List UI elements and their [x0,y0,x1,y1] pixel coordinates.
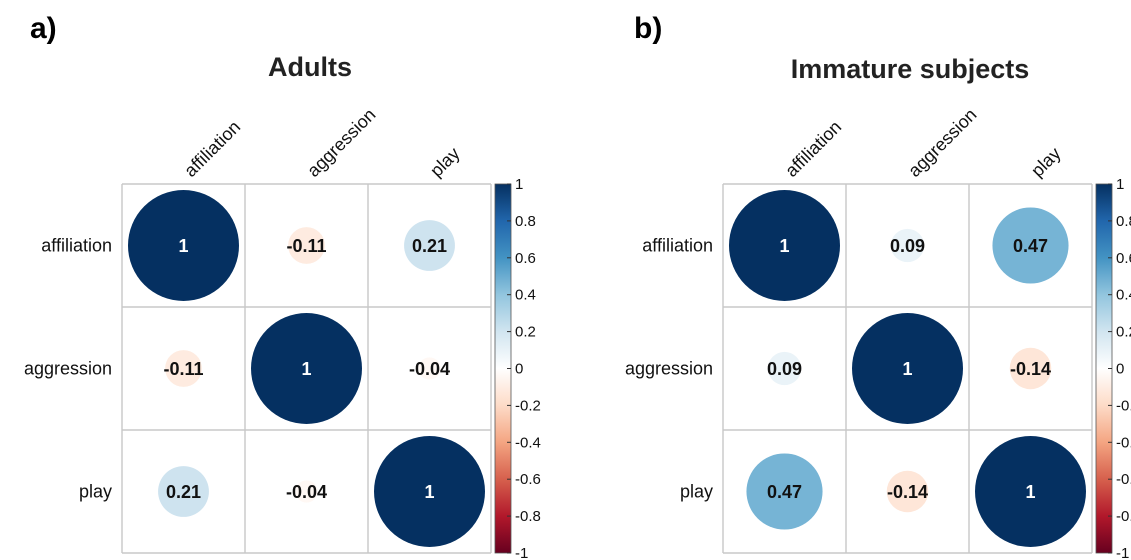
colorbar-tick-label: 0.4 [515,287,536,304]
colorbar-tick-label: 0.6 [1116,250,1131,267]
row-label: affiliation [642,236,713,256]
colorbar-tick-label: 0.6 [515,250,536,267]
corr-circle [128,190,239,301]
colorbar-tick-label: -0.6 [515,471,541,488]
corr-circle [404,220,455,271]
colorbar-tick-label: 0 [515,361,523,378]
column-label: play [1027,143,1064,180]
cell-value-label: 1 [779,236,789,256]
column-label: affiliation [180,117,244,181]
panel-immature: b) Immature subjects affiliation aggressi… [625,12,1131,560]
corr-circle [992,207,1069,284]
colorbar-tick-label: -1 [1116,545,1129,560]
colorbar-tick-label: -0.8 [515,508,541,525]
cell-value-label: -0.11 [163,359,203,379]
cell-value-label: -0.14 [887,482,928,502]
corr-circle [251,313,362,424]
corr-circle [418,357,441,380]
corr-circle [975,436,1086,547]
column-label: affiliation [781,117,845,181]
chart-title-immature: Immature subjects [791,54,1030,84]
column-label: aggression [904,104,980,180]
panel-label-b: b) [634,12,662,45]
column-label: play [426,143,463,180]
row-label: play [680,482,713,502]
row-label: aggression [24,359,112,379]
cell-value-label: 0.09 [890,236,925,256]
cell-value-label: -0.11 [286,236,326,256]
colorbar-tick-label: 1 [1116,176,1124,193]
cell-value-label: 0.47 [1013,236,1048,256]
colorbar-tick-label: -0.4 [1116,434,1131,451]
colorbar-tick-label: 0.2 [1116,324,1131,341]
cell-value-label: 0.47 [767,482,802,502]
colorbar-tick-label: -0.2 [1116,397,1131,414]
cell-value-label: 0.21 [166,482,201,502]
colorbar-tick-label: 0 [1116,361,1124,378]
row-label: aggression [625,359,713,379]
corr-circle [767,351,802,386]
colorbar-tick-label: 1 [515,176,523,193]
corr-circle [890,228,925,263]
colorbar-tick-label: -1 [515,545,528,560]
corr-circle [374,436,485,547]
corr-circle [886,470,929,513]
colorbar-tick-label: -0.8 [1116,508,1131,525]
colorbar-tick-label: -0.4 [515,434,541,451]
cell-value-label: 1 [424,482,434,502]
colorbar-tick-label: -0.6 [1116,471,1131,488]
cell-value-label: 1 [1025,482,1035,502]
corr-circle [746,453,823,530]
cell-value-label: -0.04 [409,359,450,379]
row-label: affiliation [41,236,112,256]
cell-value-label: 1 [902,359,912,379]
chart-title-adults: Adults [268,52,352,82]
cell-value-label: 0.21 [412,236,447,256]
corr-circle [852,313,963,424]
corr-circle [165,350,202,387]
cell-value-label: 1 [178,236,188,256]
corr-matrix-adults: affiliation aggression play affiliation aggr… [24,104,541,560]
panel-adults: a) Adults affiliation aggression playaffil… [24,12,541,560]
colorbar-tick-label: -0.2 [515,397,541,414]
cell-value-label: 1 [301,359,311,379]
cell-value-label: -0.04 [286,482,327,502]
row-label: play [79,482,112,502]
column-label: aggression [303,104,379,180]
panel-label-a: a) [30,12,57,45]
corr-circle [729,190,840,301]
colorbar-tick-label: 0.2 [515,324,536,341]
corr-matrix-immature: affiliation aggression play affiliation aggr… [625,104,1131,560]
corr-circle [158,466,209,517]
colorbar-tick-label: 0.4 [1116,287,1131,304]
corr-circle [288,227,325,264]
corr-circle [295,480,318,503]
cell-value-label: -0.14 [1010,359,1051,379]
corr-circle [1009,347,1052,390]
colorbar-tick-label: 0.8 [515,213,536,230]
colorbar-tick-label: 0.8 [1116,213,1131,230]
cell-value-label: 0.09 [767,359,802,379]
